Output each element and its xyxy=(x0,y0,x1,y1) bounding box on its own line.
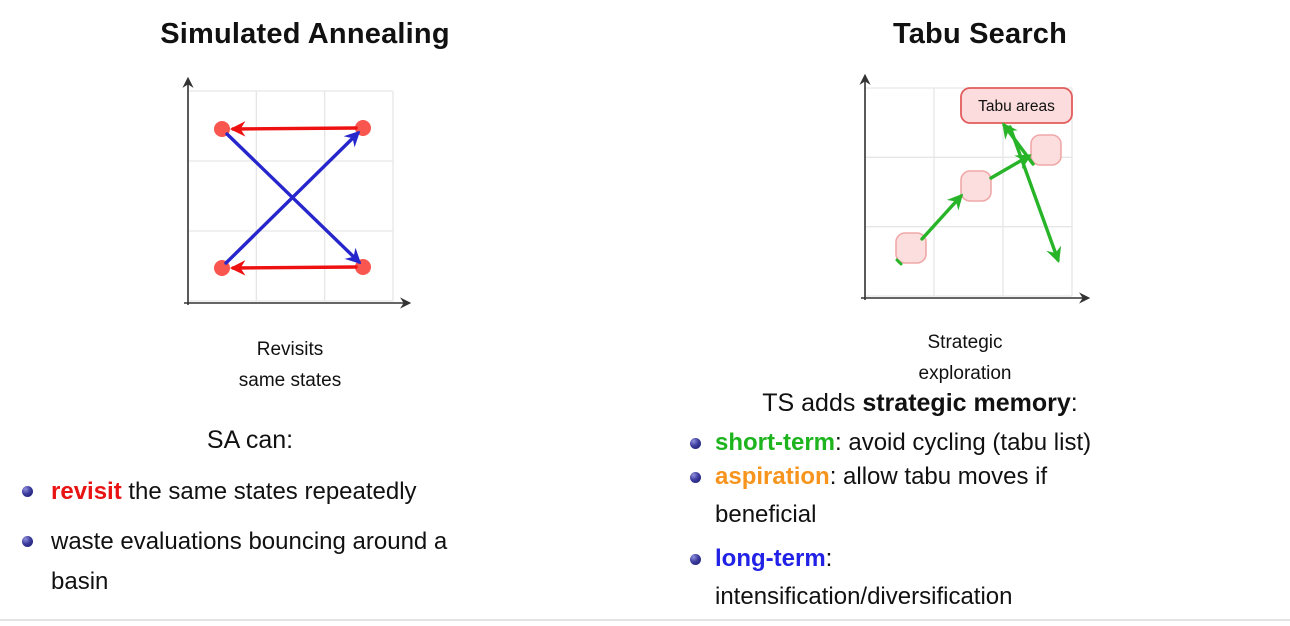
bullet-ball-icon xyxy=(690,438,701,449)
tabu-area-box xyxy=(960,170,992,202)
keyword-long-term: long-term xyxy=(715,545,826,572)
move-arrow xyxy=(1008,125,1062,263)
bullet-line2: beneficial xyxy=(715,501,817,528)
keyword-revisit: revisit xyxy=(51,478,122,505)
bullet-text: aspiration: allow tabu moves if beneficia… xyxy=(715,458,1047,534)
sa-caption-line1: Revisits xyxy=(256,339,324,360)
ts-caption: Strategic exploration xyxy=(735,327,1195,389)
bullet-text: revisit the same states repeatedly xyxy=(51,472,417,512)
move-arrow xyxy=(225,132,362,265)
move-arrow xyxy=(229,121,358,137)
bullet-rest: : allow tabu moves if xyxy=(829,463,1048,490)
bullet-line2: basin xyxy=(51,568,109,595)
tabu-area-box xyxy=(895,232,927,264)
bullet-rest: the same states repeatedly xyxy=(121,478,417,505)
keyword-aspiration: aspiration xyxy=(715,463,830,490)
sa-heading: SA can: xyxy=(206,426,294,454)
ts-bullet-aspiration: aspiration: allow tabu moves if beneficia… xyxy=(690,458,1270,534)
ts-caption-line1: Strategic xyxy=(927,332,1003,353)
bullet-rest: : xyxy=(825,545,833,572)
bullet-rest: : avoid cycling (tabu list) xyxy=(835,429,1092,456)
ts-heading-bold: strategic memory xyxy=(862,389,1071,417)
keyword-short-term: short-term xyxy=(715,429,836,456)
bullet-text: short-term: avoid cycling (tabu list) xyxy=(715,424,1091,462)
bullet-text: waste evaluations bouncing around a basin xyxy=(51,522,447,602)
bullet-ball-icon xyxy=(690,472,701,483)
ts-title: Tabu Search xyxy=(892,18,1068,50)
ts-caption-line2: exploration xyxy=(918,363,1012,384)
move-arrow xyxy=(1002,122,1035,166)
ts-heading: TS adds strategic memory: xyxy=(660,389,1180,418)
sa-bullet-list: revisit the same states repeatedly waste… xyxy=(22,472,622,602)
move-arrow xyxy=(920,193,964,241)
sa-caption: Revisits same states xyxy=(60,334,520,396)
bullet-line2: intensification/diversification xyxy=(715,583,1013,610)
ts-bullet-long-term: long-term: intensification/diversificatio… xyxy=(690,540,1270,616)
bullet-ball-icon xyxy=(22,536,33,547)
sa-bullet-revisit: revisit the same states repeatedly xyxy=(22,472,622,512)
sa-diagram xyxy=(182,76,412,309)
ts-heading-prefix: TS adds xyxy=(762,389,863,417)
move-arrow xyxy=(229,260,358,276)
bullet-ball-icon xyxy=(22,486,33,497)
footer-divider xyxy=(0,619,1290,621)
bullet-text: long-term: intensification/diversificatio… xyxy=(715,540,1012,616)
bullet-rest: waste evaluations bouncing around a xyxy=(51,528,448,555)
ts-bullet-short-term: short-term: avoid cycling (tabu list) xyxy=(690,424,1270,462)
ts-bullet-list: short-term: avoid cycling (tabu list) as… xyxy=(690,424,1270,616)
sa-caption-line2: same states xyxy=(238,370,342,391)
ts-diagram: Tabu areas xyxy=(859,73,1091,304)
bullet-ball-icon xyxy=(690,554,701,565)
trajectory-start-tick xyxy=(895,258,903,266)
ts-heading-suffix: : xyxy=(1070,389,1078,417)
tabu-area-box xyxy=(1030,134,1062,166)
sa-title: Simulated Annealing xyxy=(160,18,450,50)
tabu-areas-label-text: Tabu areas xyxy=(978,98,1055,115)
sa-bullet-waste: waste evaluations bouncing around a basin xyxy=(22,522,622,602)
